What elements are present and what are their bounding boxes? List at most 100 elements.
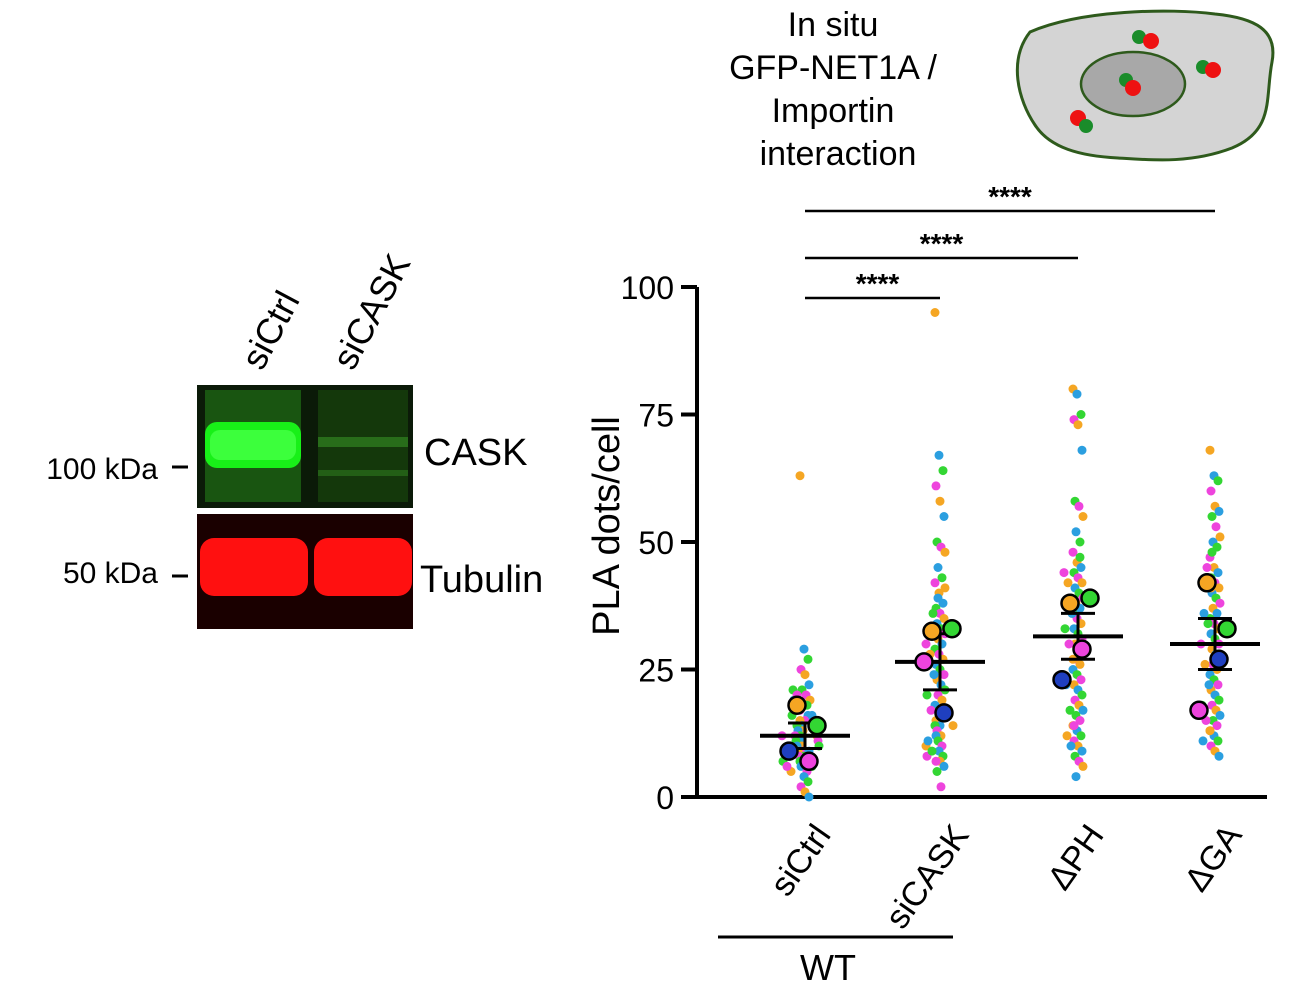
interaction-dots [1070, 30, 1221, 133]
pla-chart: PLA dots/cell 0 25 50 75 100 siCtrl siCASK ΔPH… [586, 181, 1267, 988]
data-point [1071, 527, 1081, 537]
data-point [1215, 598, 1225, 608]
data-point [1205, 445, 1215, 455]
replicate-mean [914, 652, 934, 672]
data-point [1068, 547, 1078, 557]
schematic-title-line-1: In situ [788, 6, 879, 44]
schematic-title-line-2: GFP-NET1A / [729, 49, 937, 87]
y-tick-label: 25 [638, 653, 674, 689]
marker-100kda: 100 kDa [46, 453, 158, 486]
data-point [939, 512, 949, 521]
data-point [1215, 532, 1225, 542]
data-point [939, 761, 949, 771]
data-point [1065, 705, 1075, 715]
band-label-cask: CASK [424, 432, 527, 474]
replicate-mean [787, 695, 807, 715]
data-point [1213, 568, 1223, 578]
data-point [804, 792, 814, 802]
significance-stars: **** [988, 181, 1032, 212]
y-tick-label: 75 [638, 398, 674, 434]
replicate-mean [799, 751, 819, 772]
data-point [932, 767, 942, 776]
data-point [1076, 410, 1086, 419]
replicate-mean [1080, 588, 1100, 608]
data-point [1062, 731, 1072, 741]
data-point [1204, 680, 1214, 690]
replicate-mean [1052, 669, 1072, 690]
replicate-mean [1189, 700, 1209, 721]
data-point [795, 471, 805, 481]
data-point [931, 756, 941, 766]
data-point [1212, 721, 1222, 731]
data-point [1203, 619, 1213, 629]
blot-cask-band-sicask [318, 437, 408, 447]
data-point [1214, 695, 1224, 705]
data-points [777, 308, 1225, 802]
data-point [937, 573, 947, 583]
replicate-mean [1060, 593, 1080, 613]
replicate-mean [942, 618, 962, 639]
data-point [1215, 710, 1225, 720]
data-point [929, 670, 939, 680]
significance-stars: **** [856, 268, 900, 299]
data-point [936, 782, 946, 792]
data-point [803, 654, 813, 664]
replicate-mean [1217, 618, 1237, 639]
data-point [922, 690, 932, 700]
data-point [1075, 537, 1085, 547]
replicate-mean [807, 715, 827, 736]
data-point [1207, 547, 1217, 557]
data-point [937, 695, 947, 705]
data-point [927, 746, 937, 756]
x-tick-labels: siCtrl siCASK ΔPH ΔGA [763, 818, 1250, 936]
mean-sem-bars [760, 611, 1260, 751]
data-point [1211, 522, 1221, 532]
replicate-means [779, 573, 1237, 772]
data-point [1207, 512, 1217, 521]
data-point [1213, 736, 1223, 746]
data-point [803, 777, 813, 787]
data-point [1076, 675, 1086, 685]
wt-group-label: WT [800, 947, 856, 988]
data-point [1212, 608, 1222, 618]
x-tick-label: ΔGA [1177, 818, 1250, 899]
schematic: In situ GFP-NET1A / Importin interaction [729, 6, 1275, 173]
data-point [940, 583, 950, 593]
data-point [1071, 772, 1081, 782]
blot-cask-band-sictrl-core [210, 430, 296, 460]
data-point [938, 466, 948, 476]
x-tick-label: siCtrl [763, 818, 839, 903]
data-point [1060, 624, 1070, 634]
blot-tubulin-band-sicask [314, 538, 412, 596]
data-point [1078, 512, 1088, 521]
data-point [1064, 639, 1074, 649]
y-tick-label: 50 [638, 525, 674, 561]
data-point [931, 481, 941, 491]
y-axis-label: PLA dots/cell [586, 416, 628, 636]
data-point [1076, 563, 1086, 572]
data-point [1076, 731, 1086, 741]
marker-50kda: 50 kDa [63, 557, 158, 590]
data-point [1200, 659, 1210, 669]
data-point [1075, 716, 1085, 725]
data-point [804, 680, 814, 690]
replicate-mean [1209, 649, 1229, 670]
replicate-mean [934, 703, 954, 723]
y-tick-label: 100 [621, 270, 674, 306]
data-point [1205, 726, 1215, 736]
lane-label-sicask: siCASK [324, 247, 418, 376]
significance-brackets: **** **** **** [805, 181, 1215, 300]
data-point [1214, 506, 1224, 516]
data-point [1214, 751, 1224, 761]
data-point [1063, 578, 1073, 588]
blot-cask-band-sicask-low [318, 470, 408, 476]
data-point [1198, 736, 1208, 746]
data-point [933, 593, 943, 603]
data-point [940, 547, 950, 557]
data-point [1077, 690, 1087, 700]
x-tick-label: siCASK [878, 818, 977, 936]
data-point [1199, 608, 1209, 618]
schematic-title-line-3: Importin [772, 92, 895, 130]
data-point [1077, 445, 1087, 455]
